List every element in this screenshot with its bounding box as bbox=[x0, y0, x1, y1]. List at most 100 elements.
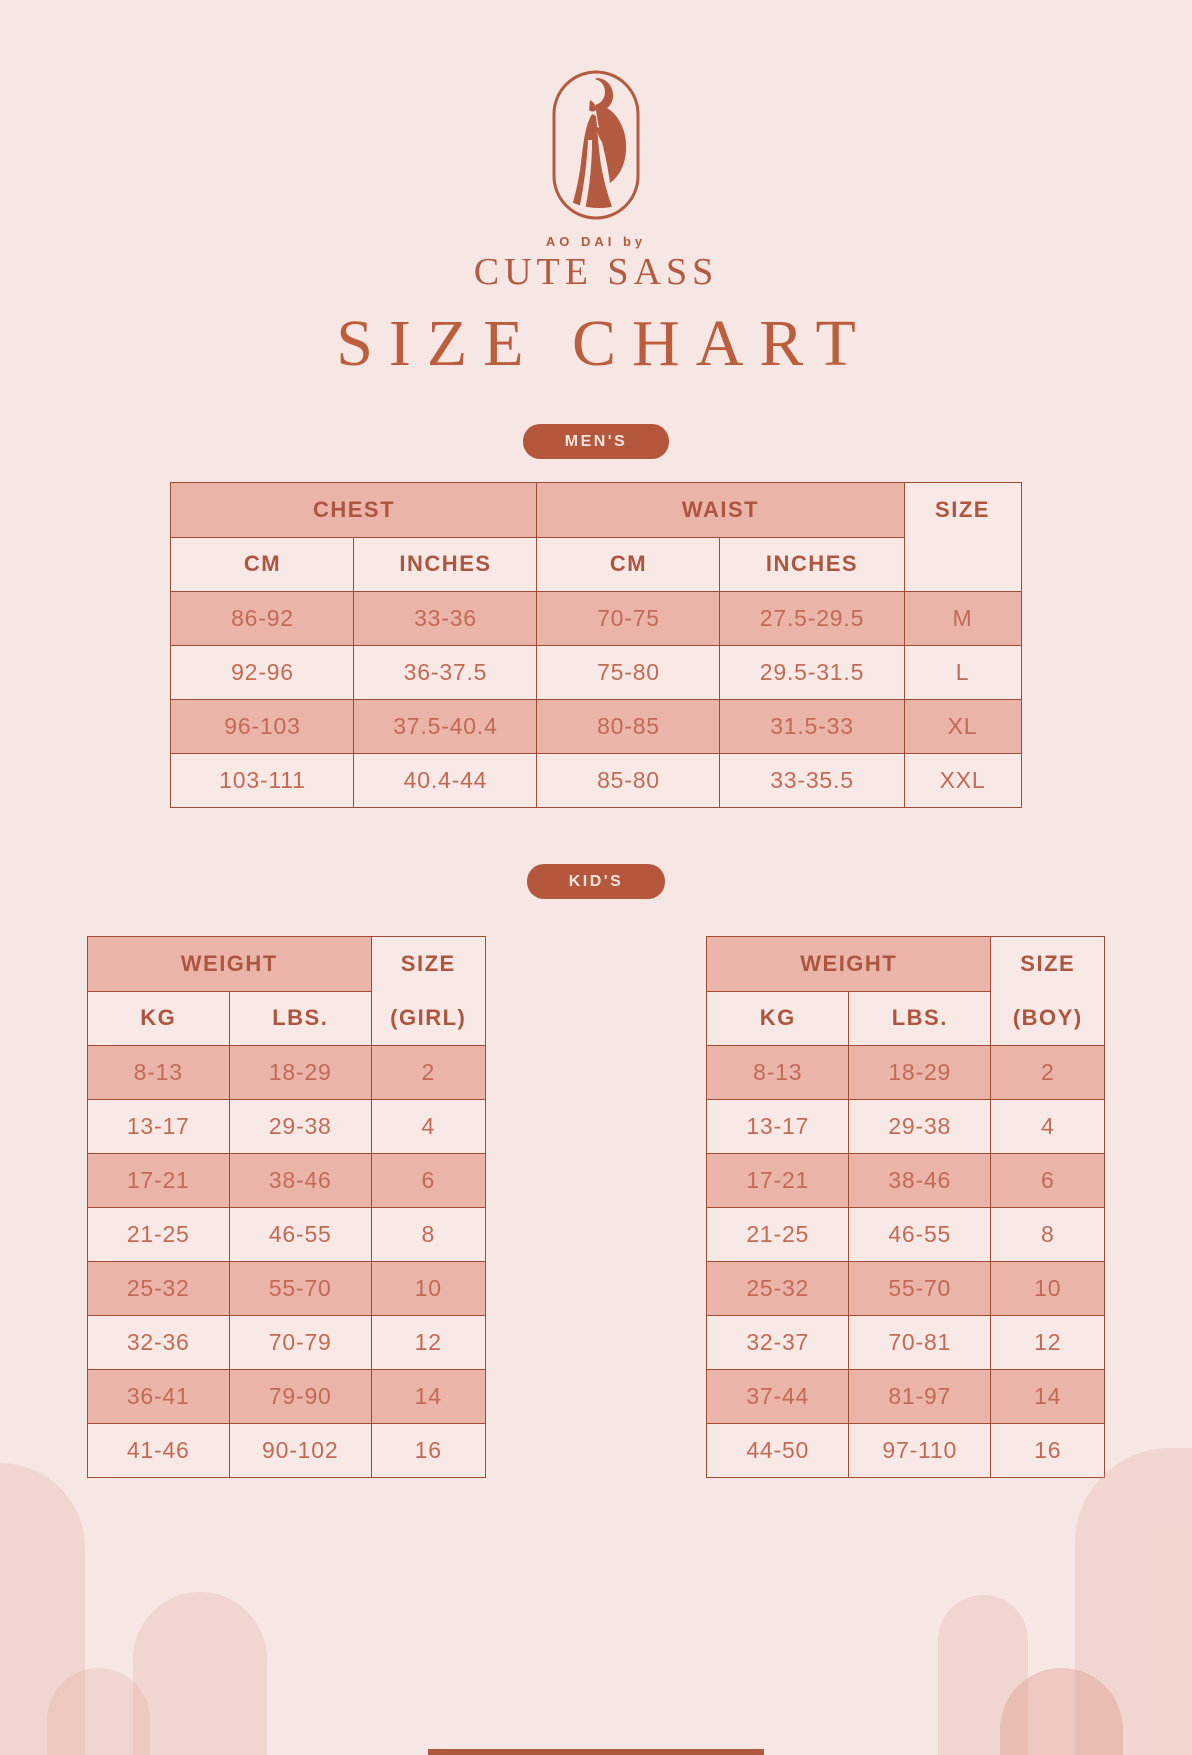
cell: 25-32 bbox=[706, 1261, 850, 1316]
size-cell: 10 bbox=[370, 1261, 486, 1316]
cell: 13-17 bbox=[706, 1099, 850, 1154]
boys-size-header: SIZE (BOY) bbox=[990, 936, 1106, 1046]
kids-section-badge: KID'S bbox=[526, 864, 666, 899]
table-row: 21-25 46-55 8 bbox=[86, 1207, 486, 1262]
size-cell: 4 bbox=[370, 1099, 486, 1154]
table-row: 13-17 29-38 4 bbox=[86, 1099, 486, 1154]
table-row: 32-36 70-79 12 bbox=[86, 1315, 486, 1370]
table-row: 36-41 79-90 14 bbox=[86, 1369, 486, 1424]
table-row: 103-111 40.4-44 85-80 33-35.5 XXL bbox=[170, 753, 1022, 808]
size-cell: L bbox=[903, 645, 1022, 700]
mens-chest-cm-header: CM bbox=[170, 536, 355, 592]
cell: 8-13 bbox=[706, 1045, 850, 1100]
mens-size-header: SIZE bbox=[903, 482, 1022, 592]
cell: 86-92 bbox=[170, 591, 355, 646]
girls-size-table: WEIGHT SIZE (GIRL) KG LBS. 8-13 18-29 2 … bbox=[86, 936, 486, 1478]
table-row: 13-17 29-38 4 bbox=[706, 1099, 1106, 1154]
boys-lbs-header: LBS. bbox=[848, 990, 992, 1046]
table-row: 21-25 46-55 8 bbox=[706, 1207, 1106, 1262]
cell: 18-29 bbox=[848, 1045, 992, 1100]
mens-waist-inches-header: INCHES bbox=[719, 536, 905, 592]
cell: 33-35.5 bbox=[719, 753, 905, 808]
size-cell: 12 bbox=[370, 1315, 486, 1370]
table-row: 17-21 38-46 6 bbox=[86, 1153, 486, 1208]
cell: 8-13 bbox=[86, 1045, 230, 1100]
cell: 29.5-31.5 bbox=[719, 645, 905, 700]
size-cell: XXL bbox=[903, 753, 1022, 808]
cell: 27.5-29.5 bbox=[719, 591, 905, 646]
size-cell: M bbox=[903, 591, 1022, 646]
cell: 46-55 bbox=[848, 1207, 992, 1262]
table-row: 8-13 18-29 2 bbox=[86, 1045, 486, 1100]
cell: 79-90 bbox=[228, 1369, 372, 1424]
cell: 37.5-40.4 bbox=[353, 699, 538, 754]
girls-weight-header: WEIGHT bbox=[86, 936, 372, 992]
cell: 33-36 bbox=[353, 591, 538, 646]
cell: 70-81 bbox=[848, 1315, 992, 1370]
decor-bottom-bar bbox=[428, 1749, 764, 1755]
cell: 44-50 bbox=[706, 1423, 850, 1478]
table-row: 8-13 18-29 2 bbox=[706, 1045, 1106, 1100]
cell: 29-38 bbox=[848, 1099, 992, 1154]
table-row: 25-32 55-70 10 bbox=[706, 1261, 1106, 1316]
cell: 92-96 bbox=[170, 645, 355, 700]
brand-tagline: AO DAI by bbox=[545, 234, 647, 249]
cell: 18-29 bbox=[228, 1045, 372, 1100]
cell: 55-70 bbox=[228, 1261, 372, 1316]
size-cell: 4 bbox=[990, 1099, 1106, 1154]
cell: 97-110 bbox=[848, 1423, 992, 1478]
mens-waist-cm-header: CM bbox=[536, 536, 721, 592]
cell: 21-25 bbox=[706, 1207, 850, 1262]
cell: 96-103 bbox=[170, 699, 355, 754]
boys-weight-header: WEIGHT bbox=[706, 936, 992, 992]
size-cell: XL bbox=[903, 699, 1022, 754]
cell: 32-36 bbox=[86, 1315, 230, 1370]
mens-chest-inches-header: INCHES bbox=[353, 536, 538, 592]
table-row: 92-96 36-37.5 75-80 29.5-31.5 L bbox=[170, 645, 1022, 700]
cell: 75-80 bbox=[536, 645, 721, 700]
cell: 21-25 bbox=[86, 1207, 230, 1262]
size-cell: 10 bbox=[990, 1261, 1106, 1316]
cell: 38-46 bbox=[848, 1153, 992, 1208]
table-row: 96-103 37.5-40.4 80-85 31.5-33 XL bbox=[170, 699, 1022, 754]
cell: 80-85 bbox=[536, 699, 721, 754]
boys-size-table: WEIGHT SIZE (BOY) KG LBS. 8-13 18-29 2 1… bbox=[706, 936, 1106, 1478]
brand-name: CUTE SASS bbox=[473, 251, 719, 293]
size-cell: 8 bbox=[370, 1207, 486, 1262]
brand-logo-icon bbox=[552, 70, 640, 220]
cell: 17-21 bbox=[86, 1153, 230, 1208]
cell: 46-55 bbox=[228, 1207, 372, 1262]
size-cell: 2 bbox=[370, 1045, 486, 1100]
cell: 90-102 bbox=[228, 1423, 372, 1478]
cell: 40.4-44 bbox=[353, 753, 538, 808]
cell: 41-46 bbox=[86, 1423, 230, 1478]
size-cell: 8 bbox=[990, 1207, 1106, 1262]
cell: 37-44 bbox=[706, 1369, 850, 1424]
table-row: 25-32 55-70 10 bbox=[86, 1261, 486, 1316]
table-row: 32-37 70-81 12 bbox=[706, 1315, 1106, 1370]
size-cell: 6 bbox=[370, 1153, 486, 1208]
mens-section-badge: MEN'S bbox=[522, 424, 670, 459]
cell: 17-21 bbox=[706, 1153, 850, 1208]
size-cell: 12 bbox=[990, 1315, 1106, 1370]
cell: 38-46 bbox=[228, 1153, 372, 1208]
cell: 70-75 bbox=[536, 591, 721, 646]
cell: 31.5-33 bbox=[719, 699, 905, 754]
girls-lbs-header: LBS. bbox=[228, 990, 372, 1046]
size-cell: 16 bbox=[990, 1423, 1106, 1478]
cell: 103-111 bbox=[170, 753, 355, 808]
brand-header: AO DAI by CUTE SASS SIZE CHART bbox=[0, 70, 1192, 377]
decor-arch-left-medium bbox=[133, 1592, 267, 1755]
table-row: 41-46 90-102 16 bbox=[86, 1423, 486, 1478]
mens-waist-header: WAIST bbox=[536, 482, 905, 538]
size-cell: 6 bbox=[990, 1153, 1106, 1208]
girls-kg-header: KG bbox=[86, 990, 230, 1046]
page-title: SIZE CHART bbox=[336, 307, 872, 380]
cell: 32-37 bbox=[706, 1315, 850, 1370]
cell: 13-17 bbox=[86, 1099, 230, 1154]
cell: 36-41 bbox=[86, 1369, 230, 1424]
cell: 70-79 bbox=[228, 1315, 372, 1370]
table-row: 44-50 97-110 16 bbox=[706, 1423, 1106, 1478]
cell: 85-80 bbox=[536, 753, 721, 808]
cell: 29-38 bbox=[228, 1099, 372, 1154]
